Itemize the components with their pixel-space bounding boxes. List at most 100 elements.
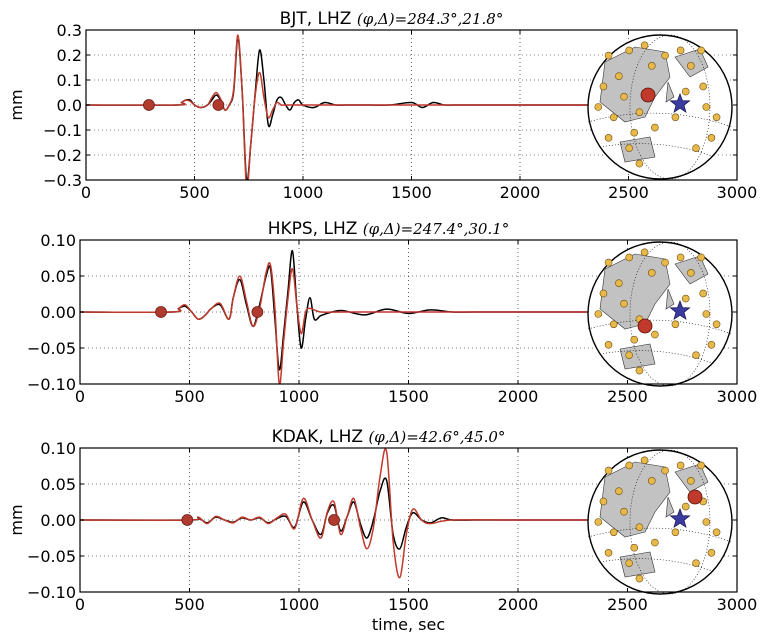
observed-trace <box>86 39 603 180</box>
station-dot <box>604 466 613 475</box>
phase-marker <box>251 306 264 318</box>
synthetic-trace <box>86 34 603 180</box>
station-dot <box>671 320 680 329</box>
panel-kdak: 0 500 1000 1500 2000 2500 3000 −0.10 −0.05 0.00 0.… <box>7 427 757 634</box>
station-dot <box>676 46 685 55</box>
station-dot <box>625 461 633 470</box>
station-dot <box>604 134 613 142</box>
station-dot <box>609 528 618 537</box>
station-dot <box>676 461 685 470</box>
x-tick-label: 2000 <box>498 595 539 614</box>
y-tick-label: 0.10 <box>40 439 76 458</box>
station-dot <box>712 320 721 329</box>
station-dot <box>630 543 639 552</box>
station-dot <box>712 113 721 122</box>
station-marker <box>687 489 703 505</box>
station-dot <box>604 51 613 60</box>
x-tick-label: 1500 <box>388 387 429 406</box>
phase-marker <box>155 306 167 318</box>
station-dot <box>671 113 680 122</box>
station-dot <box>697 253 705 262</box>
angle-label: (φ,Δ)=42.6°,45.0° <box>368 428 505 446</box>
y-axis-label: mm <box>7 89 26 120</box>
x-tick-label: 2000 <box>500 183 541 202</box>
x-tick-label: 1500 <box>388 595 429 614</box>
station-dot <box>707 549 716 557</box>
station-dot <box>697 461 705 470</box>
station-dot <box>647 62 656 70</box>
x-tick-label: 0 <box>75 387 85 406</box>
station-dot <box>647 269 656 277</box>
star-icon <box>669 299 691 321</box>
parallel <box>599 143 716 158</box>
map-inset <box>587 34 733 180</box>
y-tick-label: −0.05 <box>27 547 76 566</box>
station-dot <box>620 92 628 101</box>
phase-marker <box>143 99 155 111</box>
star-icon <box>669 507 691 529</box>
parallel <box>599 350 716 365</box>
observed-trace <box>80 477 602 550</box>
parallel <box>587 112 733 128</box>
x-axis-label: time, sec <box>372 615 445 634</box>
station-dot <box>651 330 659 339</box>
station-dot <box>609 320 618 329</box>
station-dot <box>687 269 695 277</box>
station-dot <box>661 258 669 267</box>
y-tick-label: 0.00 <box>40 511 76 530</box>
y-tick-label: 0.3 <box>57 21 82 40</box>
y-tick-label: 0.1 <box>57 71 82 90</box>
station-dot <box>692 144 700 152</box>
station-dot <box>681 87 690 96</box>
panel-title: KDAK, LHZ (φ,Δ)=42.6°,45.0° <box>272 427 506 447</box>
x-tick-label: 2500 <box>607 595 648 614</box>
station-dot <box>699 289 708 298</box>
station-dot <box>640 41 649 50</box>
parallel <box>587 319 733 335</box>
y-tick-label: 0.00 <box>40 303 76 322</box>
station-dot <box>630 335 639 344</box>
y-tick-label: −0.1 <box>43 121 82 140</box>
y-axis-label: mm <box>7 504 26 535</box>
panel-hkps: 0 500 1000 1500 2000 2500 3000 −0.10 −0.05 0.00 0.… <box>27 219 757 406</box>
station-dot <box>640 456 649 465</box>
x-tick-label: 3000 <box>717 387 758 406</box>
station-dot <box>651 123 659 132</box>
station-dot <box>702 518 711 526</box>
x-tick-label: 2500 <box>608 183 649 202</box>
x-tick-label: 1000 <box>283 183 324 202</box>
phase-marker <box>212 99 225 111</box>
station-dot <box>604 549 613 557</box>
station-dot <box>630 128 639 137</box>
station-dot <box>594 310 603 318</box>
station-dot <box>676 253 685 262</box>
panel-title: BJT, LHZ (φ,Δ)=284.3°,21.8° <box>280 9 504 29</box>
star-icon <box>669 92 691 114</box>
station-label: HKPS, LHZ <box>268 219 363 239</box>
x-tick-label: 1000 <box>279 595 320 614</box>
station-dot <box>599 289 608 298</box>
phase-marker <box>328 514 340 526</box>
x-tick-label: 2000 <box>498 387 539 406</box>
y-tick-label: −0.3 <box>43 171 82 190</box>
station-dot <box>625 559 633 567</box>
y-tick-label: 0.2 <box>57 46 82 65</box>
station-label: BJT, LHZ <box>280 9 357 29</box>
angle-label: (φ,Δ)=284.3°,21.8° <box>357 10 503 28</box>
station-dot <box>640 248 649 257</box>
station-dot <box>594 518 603 526</box>
station-dot <box>692 351 700 359</box>
station-dot <box>635 574 644 583</box>
x-tick-label: 0 <box>81 183 91 202</box>
station-dot <box>620 299 628 308</box>
y-tick-label: −0.10 <box>27 583 76 602</box>
station-dot <box>712 528 721 537</box>
station-dot <box>687 477 695 485</box>
station-dot <box>594 103 603 111</box>
synthetic-trace <box>80 448 602 579</box>
parallel <box>599 558 716 573</box>
y-tick-label: −0.05 <box>27 339 76 358</box>
station-dot <box>625 144 633 152</box>
y-tick-label: 0.05 <box>40 475 76 494</box>
plot-area <box>86 34 603 180</box>
